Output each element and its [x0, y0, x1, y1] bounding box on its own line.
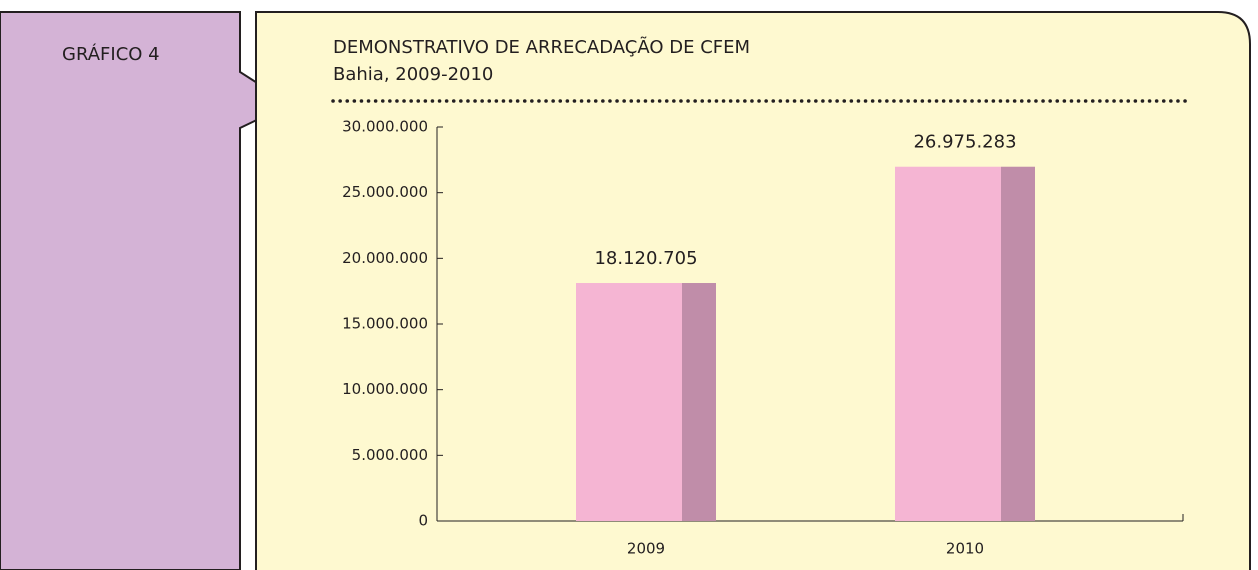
value-label: 18.120.705	[594, 248, 697, 269]
chart-panel	[255, 11, 1251, 570]
chart-title: DEMONSTRATIVO DE ARRECADAÇÃO DE CFEM	[333, 36, 750, 58]
y-tick-label: 25.000.000	[342, 183, 428, 201]
y-tick-label: 20.000.000	[342, 249, 428, 267]
bar-side	[1001, 166, 1035, 521]
y-tick-label: 0	[418, 512, 428, 530]
chart-label: GRÁFICO 4	[62, 43, 160, 65]
y-tick-label: 30.000.000	[342, 118, 428, 136]
bar	[895, 166, 1001, 521]
value-label: 26.975.283	[913, 132, 1016, 153]
y-tick-label: 10.000.000	[342, 380, 428, 398]
label-panel	[0, 11, 293, 570]
x-tick-label: 2010	[946, 540, 984, 558]
y-tick-label: 5.000.000	[352, 446, 428, 464]
bar-side	[682, 283, 716, 521]
y-tick-label: 15.000.000	[342, 315, 428, 333]
x-tick-label: 2009	[627, 540, 665, 558]
chart-subtitle: Bahia, 2009-2010	[333, 64, 493, 85]
bar	[576, 283, 682, 521]
